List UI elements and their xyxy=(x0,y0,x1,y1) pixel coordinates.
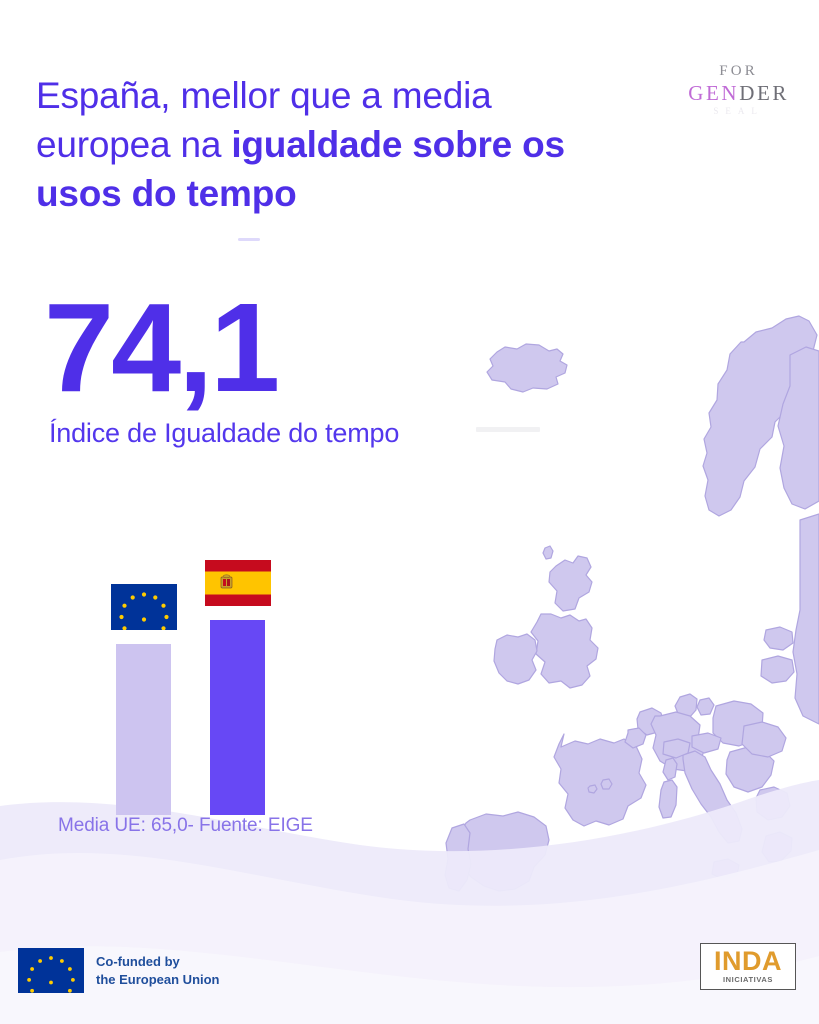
brand-line-seal: SEAL xyxy=(713,106,764,116)
key-figure-block: 74,1 Índice de Igualdade do tempo xyxy=(40,277,400,449)
chart-source-note: Media UE: 65,0- Fuente: EIGE xyxy=(58,815,313,836)
subtitle-accent-bar xyxy=(476,427,540,432)
key-figure-value: 74,1 xyxy=(44,277,280,418)
inda-logo: INDA INICIATIVAS xyxy=(700,943,796,990)
brand-logo-forgender: FOR GENDER SEAL xyxy=(688,64,789,116)
page-title: España, mellor que a media europea na ig… xyxy=(36,71,626,219)
chart-column-spain xyxy=(205,560,271,815)
bar-espana xyxy=(210,620,265,815)
headline-divider-dash xyxy=(238,238,260,241)
headline-regular: España, mellor que a media europea na xyxy=(36,74,492,165)
bar-chart xyxy=(110,530,370,815)
eu-cofunding-line2: the European Union xyxy=(96,971,220,987)
spain-flag-icon xyxy=(205,560,271,606)
bar-media-ue xyxy=(116,644,171,815)
footer: Co-funded by the European Union INDA INI… xyxy=(0,930,819,1024)
chart-column-eu xyxy=(111,584,177,815)
eu-flag-footer-icon xyxy=(18,948,84,1001)
headline-bold: igualdade sobre os usos do tempo xyxy=(36,123,565,215)
brand-gender-part-a: GEN xyxy=(688,81,740,105)
eu-cofunding-badge: Co-funded by the European Union xyxy=(18,948,220,1001)
inda-logo-tagline: INICIATIVAS xyxy=(722,975,774,985)
eu-flag-icon xyxy=(111,584,177,630)
brand-gender-part-b: DER xyxy=(739,81,789,105)
eu-cofunding-line1: Co-funded by xyxy=(96,954,180,970)
inda-logo-wordmark: INDA xyxy=(714,945,782,976)
brand-line-for: FOR xyxy=(719,63,758,79)
brand-line-gender: GENDER xyxy=(688,83,789,104)
key-figure-caption: Índice de Igualdade do tempo xyxy=(49,417,400,448)
eu-cofunding-text: Co-funded by the European Union xyxy=(96,953,220,987)
